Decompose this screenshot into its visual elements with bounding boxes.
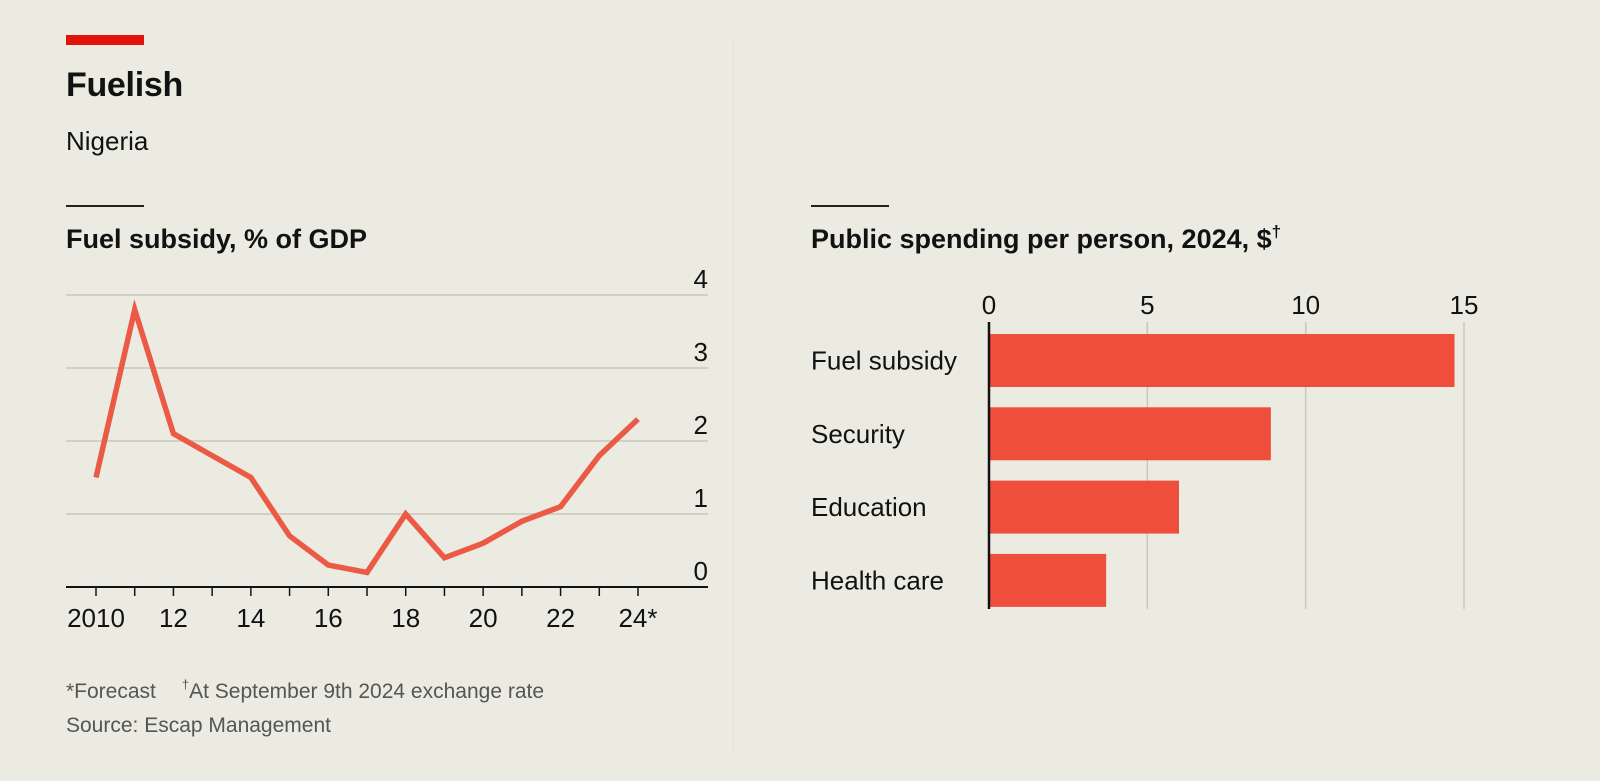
line-x-tick-label: 18 — [391, 603, 420, 633]
line-y-tick-label: 0 — [694, 556, 708, 586]
line-y-tick-label: 4 — [694, 264, 708, 294]
footnote-line: *Forecast †At September 9th 2024 exchange… — [66, 677, 545, 704]
bar-chart: 0 5 10 15 Fuel subsidy Security Education Healt… — [811, 290, 1478, 609]
line-y-tick-label: 1 — [694, 483, 708, 513]
line-x-tick-label: 2010 — [67, 603, 125, 633]
bar-health-care — [989, 553, 1107, 607]
bar-x-tick-label: 15 — [1450, 290, 1479, 320]
bar-security — [989, 407, 1271, 461]
bar-fuel-subsidy — [989, 334, 1455, 387]
bar-category-label: Education — [811, 492, 927, 522]
line-x-tick-label: 20 — [469, 603, 498, 633]
chart-title: Fuelish — [66, 66, 183, 104]
footnote-dagger: † — [181, 677, 190, 692]
bar-education — [989, 480, 1179, 534]
bar-x-tick-label: 10 — [1291, 290, 1320, 320]
line-x-tick-label: 22 — [546, 603, 575, 633]
line-x-tick-label: 14 — [236, 603, 265, 633]
bar-category-label: Security — [811, 419, 905, 449]
right-panel-rule — [811, 205, 889, 207]
bar-category-label: Fuel subsidy — [811, 346, 957, 376]
bar-category-label: Health care — [811, 565, 944, 595]
footnote-source: Source: Escap Management — [66, 714, 331, 737]
left-panel-rule — [66, 205, 144, 207]
bar-x-tick-label: 0 — [982, 290, 996, 320]
chart-subtitle: Nigeria — [66, 126, 149, 156]
bar-chart-title-marker: † — [1271, 222, 1282, 241]
line-y-tick-label: 2 — [694, 410, 708, 440]
line-x-tick-label: 24* — [618, 603, 657, 633]
line-x-tick-label: 12 — [159, 603, 188, 633]
line-x-tick-label: 16 — [314, 603, 343, 633]
footnote-forecast: *Forecast — [66, 680, 156, 703]
panel-divider — [733, 40, 734, 755]
bar-x-tick-label: 5 — [1140, 290, 1154, 320]
accent-bar — [66, 35, 144, 45]
footnote-exchange: At September 9th 2024 exchange rate — [189, 680, 545, 703]
bar-chart-title-text: Public spending per person, 2024, $ — [811, 224, 1272, 254]
line-chart-title: Fuel subsidy, % of GDP — [66, 224, 368, 254]
bar-chart-title: Public spending per person, 2024, $† — [811, 222, 1282, 255]
line-y-tick-label: 3 — [694, 337, 708, 367]
